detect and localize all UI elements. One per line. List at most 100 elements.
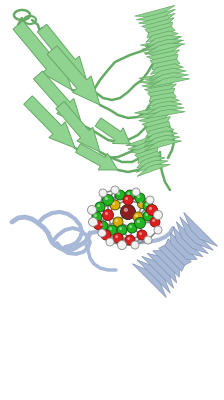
Polygon shape [144,45,181,56]
FancyArrow shape [56,102,100,152]
Circle shape [119,227,122,230]
Circle shape [133,243,135,245]
Circle shape [115,190,125,200]
Circle shape [107,225,117,235]
Polygon shape [145,35,181,47]
Polygon shape [149,77,190,88]
Circle shape [100,231,102,233]
Circle shape [103,210,114,220]
Polygon shape [171,233,197,259]
Circle shape [113,233,123,243]
Polygon shape [135,5,175,17]
Polygon shape [149,68,186,79]
Circle shape [97,204,100,207]
Circle shape [146,196,154,204]
Circle shape [118,240,127,250]
Circle shape [145,203,148,206]
Circle shape [117,225,127,235]
Circle shape [137,195,140,198]
Polygon shape [146,121,170,133]
Circle shape [119,242,122,245]
Polygon shape [149,92,176,102]
Circle shape [105,197,108,200]
Polygon shape [144,131,177,142]
Circle shape [127,237,130,240]
Circle shape [149,207,152,210]
Circle shape [146,238,148,240]
Polygon shape [144,135,180,147]
Circle shape [94,214,97,217]
Polygon shape [149,73,189,83]
Circle shape [144,236,152,244]
Circle shape [143,201,153,211]
Polygon shape [146,126,174,138]
FancyArrow shape [37,24,88,85]
Polygon shape [137,164,170,176]
Polygon shape [138,13,175,25]
Polygon shape [153,251,179,277]
Polygon shape [145,22,173,34]
Circle shape [123,195,133,205]
Circle shape [101,230,111,240]
Polygon shape [144,39,184,51]
Circle shape [148,198,150,200]
Circle shape [139,232,142,235]
Polygon shape [134,103,171,114]
Polygon shape [140,36,181,47]
Circle shape [146,204,157,216]
Circle shape [154,226,162,234]
Polygon shape [147,26,175,38]
Circle shape [124,208,128,212]
Polygon shape [126,134,159,146]
Polygon shape [148,88,175,98]
Polygon shape [131,142,159,154]
Circle shape [150,217,160,227]
Polygon shape [144,140,182,151]
Circle shape [152,219,155,222]
Circle shape [113,188,115,190]
Circle shape [108,240,110,242]
Polygon shape [136,9,175,21]
Circle shape [95,202,105,212]
Polygon shape [135,146,158,159]
Circle shape [137,230,147,240]
Circle shape [98,221,108,231]
Circle shape [133,212,143,222]
Circle shape [121,204,136,220]
Polygon shape [142,41,181,51]
Polygon shape [142,80,178,89]
Polygon shape [139,71,178,81]
Circle shape [156,228,158,230]
Polygon shape [146,109,185,119]
Circle shape [105,212,108,215]
Circle shape [135,214,138,217]
Circle shape [125,197,128,200]
Polygon shape [137,156,165,168]
Circle shape [103,194,114,206]
Polygon shape [152,59,180,70]
Circle shape [135,193,145,203]
Polygon shape [176,222,208,254]
Circle shape [131,241,139,249]
Circle shape [134,190,136,192]
Polygon shape [142,256,174,288]
Polygon shape [150,54,178,65]
Circle shape [98,229,106,237]
Polygon shape [145,43,185,55]
FancyArrow shape [34,71,82,125]
Polygon shape [146,50,180,60]
Circle shape [88,206,97,214]
Polygon shape [147,253,177,283]
Polygon shape [180,217,213,250]
Circle shape [153,210,162,220]
Circle shape [145,213,148,216]
Circle shape [106,238,114,246]
FancyArrow shape [75,144,118,170]
Circle shape [100,223,103,226]
Polygon shape [184,212,218,246]
Circle shape [155,212,158,215]
Circle shape [113,217,123,227]
Circle shape [132,188,140,196]
Polygon shape [165,239,191,265]
Circle shape [111,186,119,194]
